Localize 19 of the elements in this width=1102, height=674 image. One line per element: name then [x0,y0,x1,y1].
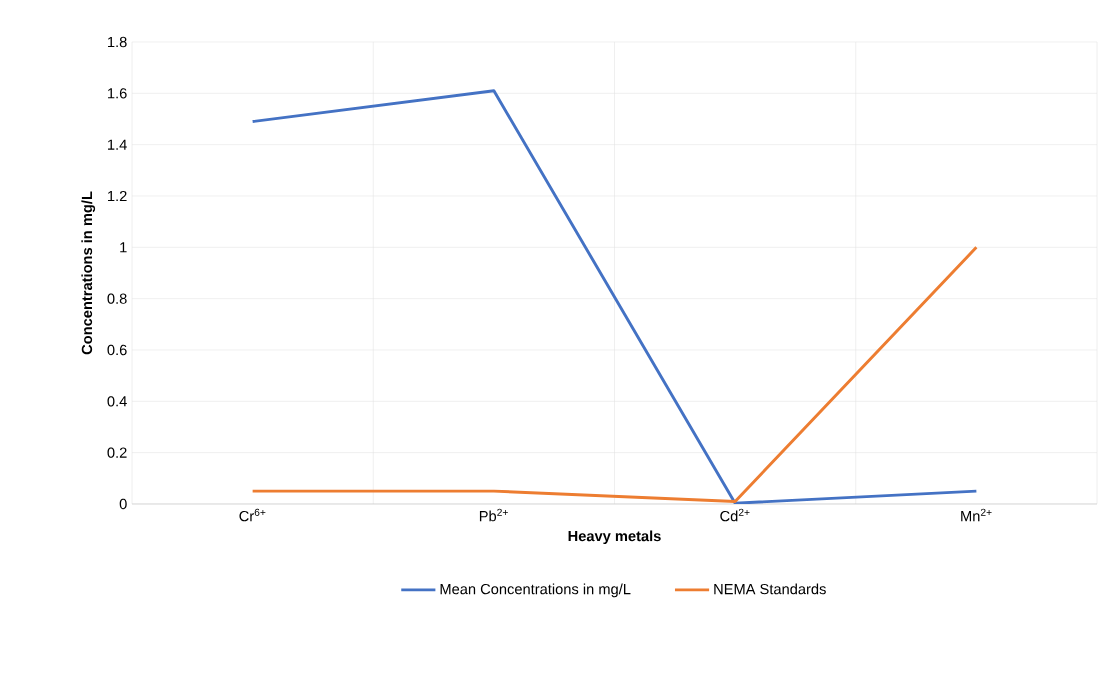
y-tick-label: 0.2 [107,447,127,458]
y-tick-label: 0.8 [107,293,127,304]
x-axis-title: Heavy metals [568,530,661,545]
x-tick-label: Cd$^{2+}$ [720,508,750,522]
y-tick-label: 1.8 [108,36,127,48]
x-tick-label: Mn$^{2+}$ [961,508,992,522]
x-tick-label: Cr$^{6+}$ [239,508,266,522]
legend-label: NEMA Standards [714,583,826,595]
x-tick-label: Pb$^{2+}$ [479,508,508,522]
y-tick-label: 0.6 [107,344,127,356]
y-tick-label: 1 [120,242,127,253]
line-series [251,89,978,504]
y-tick-label: 1.4 [108,139,127,150]
legend-label: Mean Concentrations in mg/L [440,583,631,598]
y-tick-label: 0 [119,498,127,510]
y-tick-label: 1.6 [108,88,127,99]
y-tick-label: 1.2 [108,190,127,202]
y-tick-label: 0.4 [107,396,127,407]
y-axis-title: Concentrations in mg/L [81,191,96,355]
